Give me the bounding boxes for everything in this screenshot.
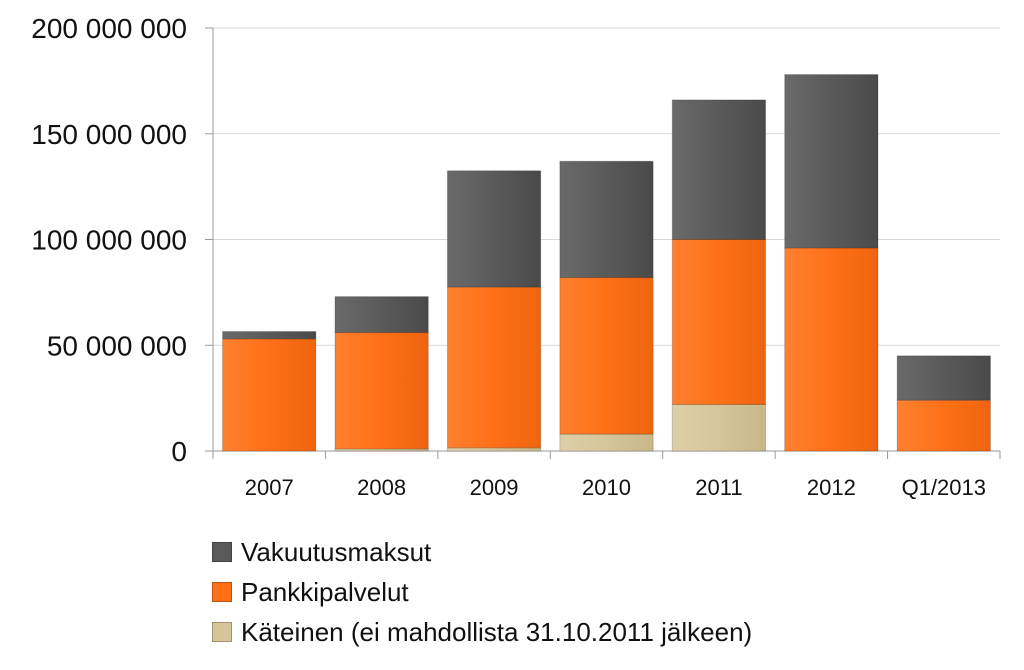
x-tick-label-q1-2013: Q1/2013 <box>902 475 986 500</box>
x-tick-label-2010: 2010 <box>582 475 631 500</box>
bar-2011-pankkipalvelut <box>671 239 767 405</box>
legend-item-k-teinen-ei-mahdolli: Käteinen (ei mahdollista 31.10.2011 jälk… <box>212 612 752 652</box>
x-tick-label-2011: 2011 <box>695 475 742 500</box>
legend: Vakuutusmaksut Pankkipalvelut Käteinen (ei… <box>212 532 752 652</box>
bar-q1-2013-pankkipalvelut <box>896 399 991 452</box>
bar-2008-vakuutusmaksut <box>334 296 429 334</box>
x-tick-label-2008: 2008 <box>357 475 406 500</box>
legend-label: Pankkipalvelut <box>241 576 409 607</box>
bar-2007-vakuutusmaksut <box>222 331 317 340</box>
legend-label: Käteinen (ei mahdollista 31.10.2011 jälk… <box>241 616 753 647</box>
legend-swatch <box>212 542 232 562</box>
bar-2010-pankkipalvelut <box>559 277 654 435</box>
y-tick-label-1: 50 000 000 <box>47 330 187 361</box>
x-tick-label-2012: 2012 <box>807 475 856 500</box>
bar-2007-pankkipalvelut <box>222 338 317 452</box>
bar-2008-pankkipalvelut <box>334 332 429 450</box>
legend-swatch <box>212 582 232 602</box>
y-tick-label-2: 100 000 000 <box>31 225 187 256</box>
legend-label: Vakuutusmaksut <box>241 536 432 567</box>
legend-item-vakuutusmaksut: Vakuutusmaksut <box>212 532 752 572</box>
x-tick-label-2007: 2007 <box>245 475 294 500</box>
y-tick-label-0: 0 <box>171 436 187 467</box>
bar-2012-vakuutusmaksut <box>784 74 879 249</box>
bar-2009-pankkipalvelut <box>446 286 542 449</box>
y-tick-label-3: 150 000 000 <box>31 119 187 150</box>
bar-q1-2013-vakuutusmaksut <box>896 355 991 401</box>
y-axis-ticks: 0 50 000 000 100 000 000 150 000 000 200 000… <box>31 13 187 467</box>
bar-2009-vakuutusmaksut <box>446 170 542 288</box>
x-axis-ticks: 2007 2008 2009 2010 2011 2012 Q1/2013 <box>245 475 986 500</box>
bar-2012-pankkipalvelut <box>784 247 879 452</box>
bars <box>222 74 991 452</box>
bar-2011-k-teinen-ei-mahdolli <box>671 403 767 452</box>
y-tick-label-4: 200 000 000 <box>31 13 187 44</box>
x-tick-label-2009: 2009 <box>470 475 519 500</box>
bar-2010-k-teinen-ei-mahdolli <box>559 433 654 452</box>
legend-item-pankkipalvelut: Pankkipalvelut <box>212 572 752 612</box>
bar-2011-vakuutusmaksut <box>671 99 767 240</box>
legend-swatch <box>212 622 232 642</box>
bar-2010-vakuutusmaksut <box>559 160 654 279</box>
